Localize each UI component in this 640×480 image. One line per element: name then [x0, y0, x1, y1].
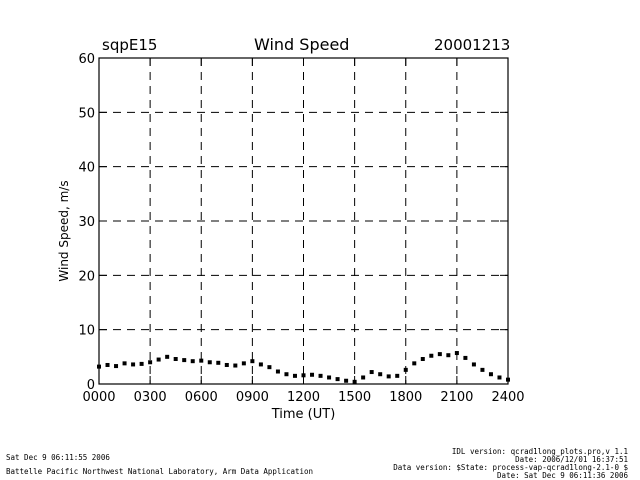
data-point: [471, 362, 476, 367]
data-point: [403, 367, 408, 372]
data-point: [139, 361, 144, 366]
data-point: [122, 361, 127, 366]
footer-idl-date: Date: 2006/12/01 16:37:51: [515, 455, 628, 464]
footer-lab-credit: Battelle Pacific Northwest National Labo…: [6, 467, 314, 476]
data-point: [412, 361, 417, 366]
data-point: [361, 375, 366, 380]
data-point: [480, 367, 485, 372]
data-point: [165, 354, 170, 359]
footer-version-block: IDL version: qcrad1long_plots.pro,v 1.1 …: [393, 448, 628, 480]
y-axis-label: Wind Speed, m/s: [57, 180, 71, 281]
data-point: [301, 373, 306, 378]
footer-timestamp: Sat Dec 9 06:11:55 2006: [6, 453, 110, 462]
data-point: [454, 351, 459, 356]
x-axis-label: Time (UT): [271, 407, 336, 422]
data-point: [114, 364, 119, 369]
data-point: [420, 357, 425, 362]
data-point: [233, 363, 238, 368]
data-point: [395, 373, 400, 378]
x-tick-label: 0300: [134, 390, 167, 405]
data-point: [488, 372, 493, 377]
data-point: [344, 378, 349, 383]
data-point: [318, 373, 323, 378]
data-point: [437, 352, 442, 357]
data-point: [378, 372, 383, 377]
y-tick-label: 0: [87, 378, 95, 393]
y-tick-label: 10: [78, 324, 95, 339]
data-point: [199, 358, 204, 363]
data-points: [97, 351, 510, 384]
data-point: [250, 359, 255, 364]
data-point: [284, 372, 289, 377]
footer-data-version: Data version: $State: process-vap-qcrad1…: [393, 463, 628, 472]
footer-idl-version: IDL version: qcrad1long_plots.pro,v 1.1: [451, 447, 628, 456]
data-point: [216, 360, 221, 365]
chart-title: Wind Speed: [254, 35, 350, 54]
x-tick-label: 1500: [338, 390, 371, 405]
x-tick-label: 1800: [389, 390, 422, 405]
axis-ticks: [98, 57, 509, 385]
data-point: [173, 357, 178, 362]
x-tick-label: 2400: [491, 390, 524, 405]
date-label: 20001213: [434, 36, 511, 54]
y-tick-label: 50: [78, 106, 95, 121]
axis-tick-labels: 0000 0300 0600 0900 1200 1500 1800 2100 2400 0 10 2…: [78, 52, 524, 405]
y-tick-label: 40: [78, 161, 95, 176]
data-point: [369, 370, 374, 375]
data-point: [386, 374, 391, 379]
data-point: [105, 362, 110, 367]
data-point: [497, 375, 502, 380]
data-point: [190, 359, 195, 364]
data-point: [275, 369, 280, 374]
data-point: [258, 362, 263, 367]
data-point: [207, 360, 212, 365]
x-tick-label: 1200: [287, 390, 320, 405]
y-tick-label: 20: [78, 269, 95, 284]
x-tick-label: 0000: [82, 390, 115, 405]
y-tick-label: 60: [78, 52, 95, 67]
footer-data-date: Date: Sat Dec 9 06:11:36 2006: [497, 471, 628, 480]
data-point: [446, 353, 451, 358]
x-tick-label: 0600: [185, 390, 218, 405]
y-tick-label: 30: [78, 215, 95, 230]
data-point: [335, 377, 340, 382]
data-point: [310, 372, 315, 377]
data-point: [131, 362, 136, 367]
data-point: [463, 355, 468, 360]
data-point: [148, 360, 153, 365]
data-point: [327, 375, 332, 380]
data-point: [156, 357, 161, 362]
data-point: [241, 361, 246, 366]
data-point: [224, 362, 229, 367]
x-tick-label: 2100: [440, 390, 473, 405]
data-point: [292, 373, 297, 378]
data-point: [182, 358, 187, 363]
site-label: sqpE15: [102, 36, 158, 54]
grid-layer: [99, 58, 508, 384]
data-point: [267, 365, 272, 370]
x-tick-label: 0900: [236, 390, 269, 405]
data-point: [429, 353, 434, 358]
